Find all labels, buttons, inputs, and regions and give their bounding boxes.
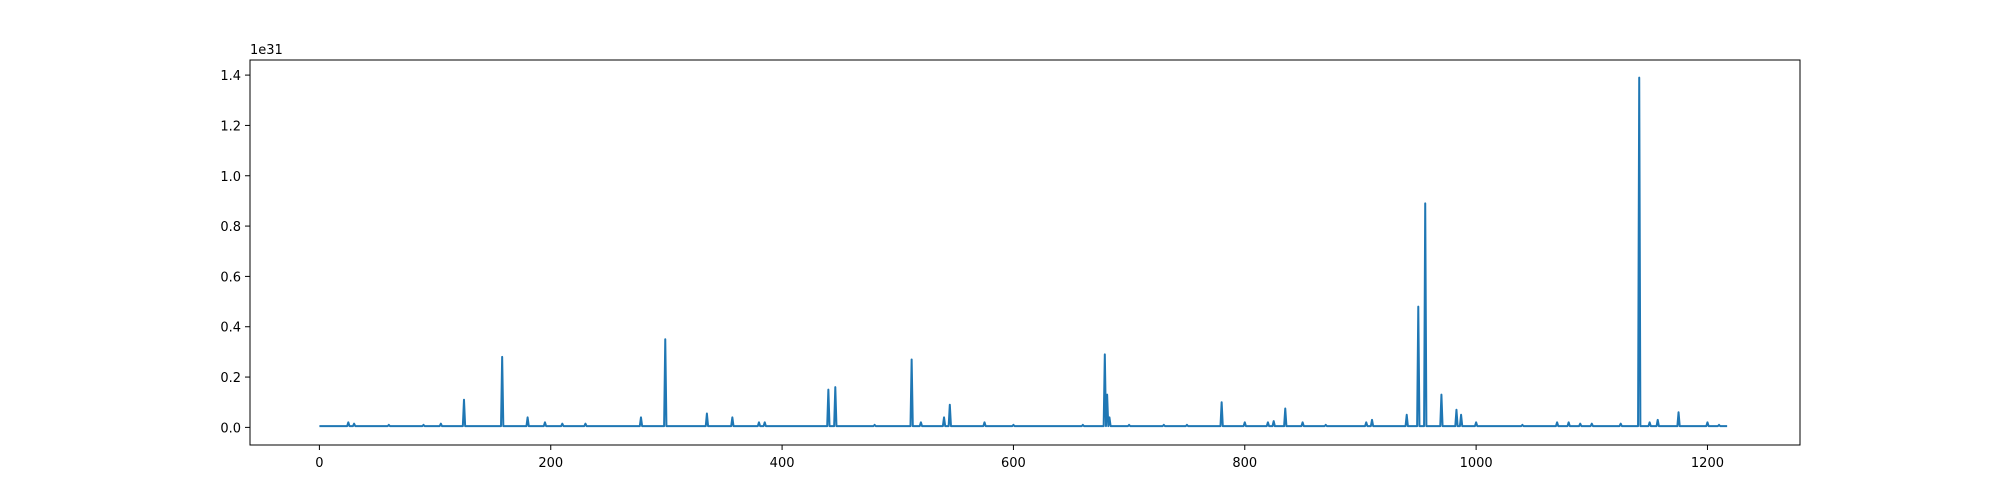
x-tick-label: 800 [1232,456,1257,471]
series-line-0 [319,76,1728,428]
y-tick-label: 1.0 [220,170,241,185]
x-tick-label: 600 [1001,456,1026,471]
y-tick-label: 0.8 [220,220,241,235]
plot-area [319,76,1728,428]
x-tick-label: 200 [538,456,563,471]
y-offset-label: 1e31 [250,43,283,58]
x-tick-label: 1200 [1691,456,1724,471]
x-tick-label: 0 [315,456,323,471]
x-tick-label: 400 [770,456,795,471]
y-tick-label: 0.2 [220,371,241,386]
y-tick-label: 0.0 [220,421,241,436]
plot-frame [249,59,1801,446]
y-tick-label: 0.4 [220,321,241,336]
y-tick-label: 1.4 [220,69,241,84]
y-tick-label: 1.2 [220,119,241,134]
x-tick-label: 1000 [1460,456,1493,471]
y-tick-label: 0.6 [220,270,241,285]
axes: 0 200 400 600 800 1000 1200 0.0 0.2 0.4 0.6 0.8 1.0 1… [220,43,1801,471]
